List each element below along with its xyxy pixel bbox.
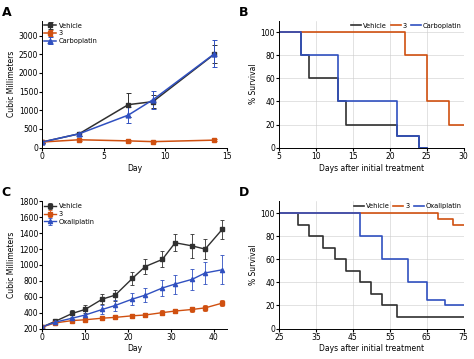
Oxaliplatin <box>442 303 448 308</box>
Carboplatin <box>417 134 422 138</box>
Carboplatin <box>336 99 341 104</box>
Carboplatin <box>299 53 304 57</box>
X-axis label: Day: Day <box>127 164 142 173</box>
3 <box>276 211 282 215</box>
Vehicle <box>424 145 429 150</box>
3 <box>450 216 456 221</box>
Vehicle <box>343 122 348 127</box>
Oxaliplatin <box>405 257 411 261</box>
Oxaliplatin <box>276 211 282 215</box>
Oxaliplatin <box>357 234 363 238</box>
Vehicle <box>306 53 311 57</box>
Vehicle <box>306 234 311 238</box>
Line: Vehicle: Vehicle <box>279 213 464 317</box>
3 <box>435 211 441 215</box>
3 <box>446 99 452 104</box>
Carboplatin <box>299 30 304 34</box>
Vehicle <box>332 257 337 261</box>
Vehicle <box>394 303 400 308</box>
Oxaliplatin <box>357 211 363 215</box>
Vehicle <box>299 30 304 34</box>
3 <box>424 53 429 57</box>
Vehicle <box>343 269 348 273</box>
Vehicle <box>295 223 301 227</box>
Vehicle <box>461 315 466 319</box>
3 <box>461 223 466 227</box>
Vehicle <box>394 315 400 319</box>
Vehicle <box>336 76 341 80</box>
Vehicle <box>343 99 348 104</box>
Legend: Vehicle, 3, Oxaliplatin: Vehicle, 3, Oxaliplatin <box>44 203 96 225</box>
3 <box>402 30 408 34</box>
Oxaliplatin <box>424 298 429 302</box>
Oxaliplatin <box>461 303 466 308</box>
Legend: Vehicle, 3, Oxaliplatin: Vehicle, 3, Oxaliplatin <box>353 203 462 210</box>
Vehicle <box>276 211 282 215</box>
Carboplatin <box>276 30 282 34</box>
X-axis label: Days after initial treatment: Days after initial treatment <box>319 164 424 173</box>
Carboplatin <box>417 145 422 150</box>
X-axis label: Days after initial treatment: Days after initial treatment <box>319 344 424 354</box>
Vehicle <box>320 246 326 250</box>
Y-axis label: Cubic Millimeters: Cubic Millimeters <box>7 51 16 117</box>
Legend: Vehicle, 3, Carboplatin: Vehicle, 3, Carboplatin <box>44 22 99 45</box>
Carboplatin <box>424 145 429 150</box>
3 <box>435 216 441 221</box>
Vehicle <box>336 99 341 104</box>
Vehicle <box>394 134 400 138</box>
Oxaliplatin <box>380 257 385 261</box>
Text: C: C <box>2 186 11 199</box>
3 <box>276 30 282 34</box>
Vehicle <box>369 280 374 284</box>
Vehicle <box>417 134 422 138</box>
Text: B: B <box>239 5 248 19</box>
X-axis label: Day: Day <box>127 344 142 354</box>
Line: Oxaliplatin: Oxaliplatin <box>279 213 464 306</box>
Text: A: A <box>2 5 11 19</box>
Vehicle <box>299 53 304 57</box>
Y-axis label: Cubic Millimeters: Cubic Millimeters <box>7 232 16 298</box>
Vehicle <box>357 269 363 273</box>
3 <box>450 223 456 227</box>
Oxaliplatin <box>405 280 411 284</box>
Vehicle <box>306 76 311 80</box>
Vehicle <box>332 246 337 250</box>
Line: 3: 3 <box>279 213 464 225</box>
3 <box>446 122 452 127</box>
Vehicle <box>357 280 363 284</box>
Legend: Vehicle, 3, Carboplatin: Vehicle, 3, Carboplatin <box>350 22 462 29</box>
3 <box>424 99 429 104</box>
Vehicle <box>343 257 348 261</box>
Vehicle <box>380 292 385 296</box>
Vehicle <box>320 234 326 238</box>
Line: Carboplatin: Carboplatin <box>279 32 427 148</box>
3 <box>461 122 466 127</box>
Vehicle <box>369 292 374 296</box>
Y-axis label: % Survival: % Survival <box>249 64 258 104</box>
Carboplatin <box>394 134 400 138</box>
Y-axis label: % Survival: % Survival <box>249 245 258 285</box>
Oxaliplatin <box>380 234 385 238</box>
Carboplatin <box>336 53 341 57</box>
Carboplatin <box>394 99 400 104</box>
Vehicle <box>417 145 422 150</box>
Vehicle <box>295 211 301 215</box>
Oxaliplatin <box>424 280 429 284</box>
Vehicle <box>380 303 385 308</box>
3 <box>402 53 408 57</box>
Oxaliplatin <box>442 298 448 302</box>
Line: Vehicle: Vehicle <box>279 32 427 148</box>
Line: 3: 3 <box>279 32 464 125</box>
Text: D: D <box>239 186 249 199</box>
Vehicle <box>306 223 311 227</box>
Vehicle <box>276 30 282 34</box>
Vehicle <box>394 122 400 127</box>
